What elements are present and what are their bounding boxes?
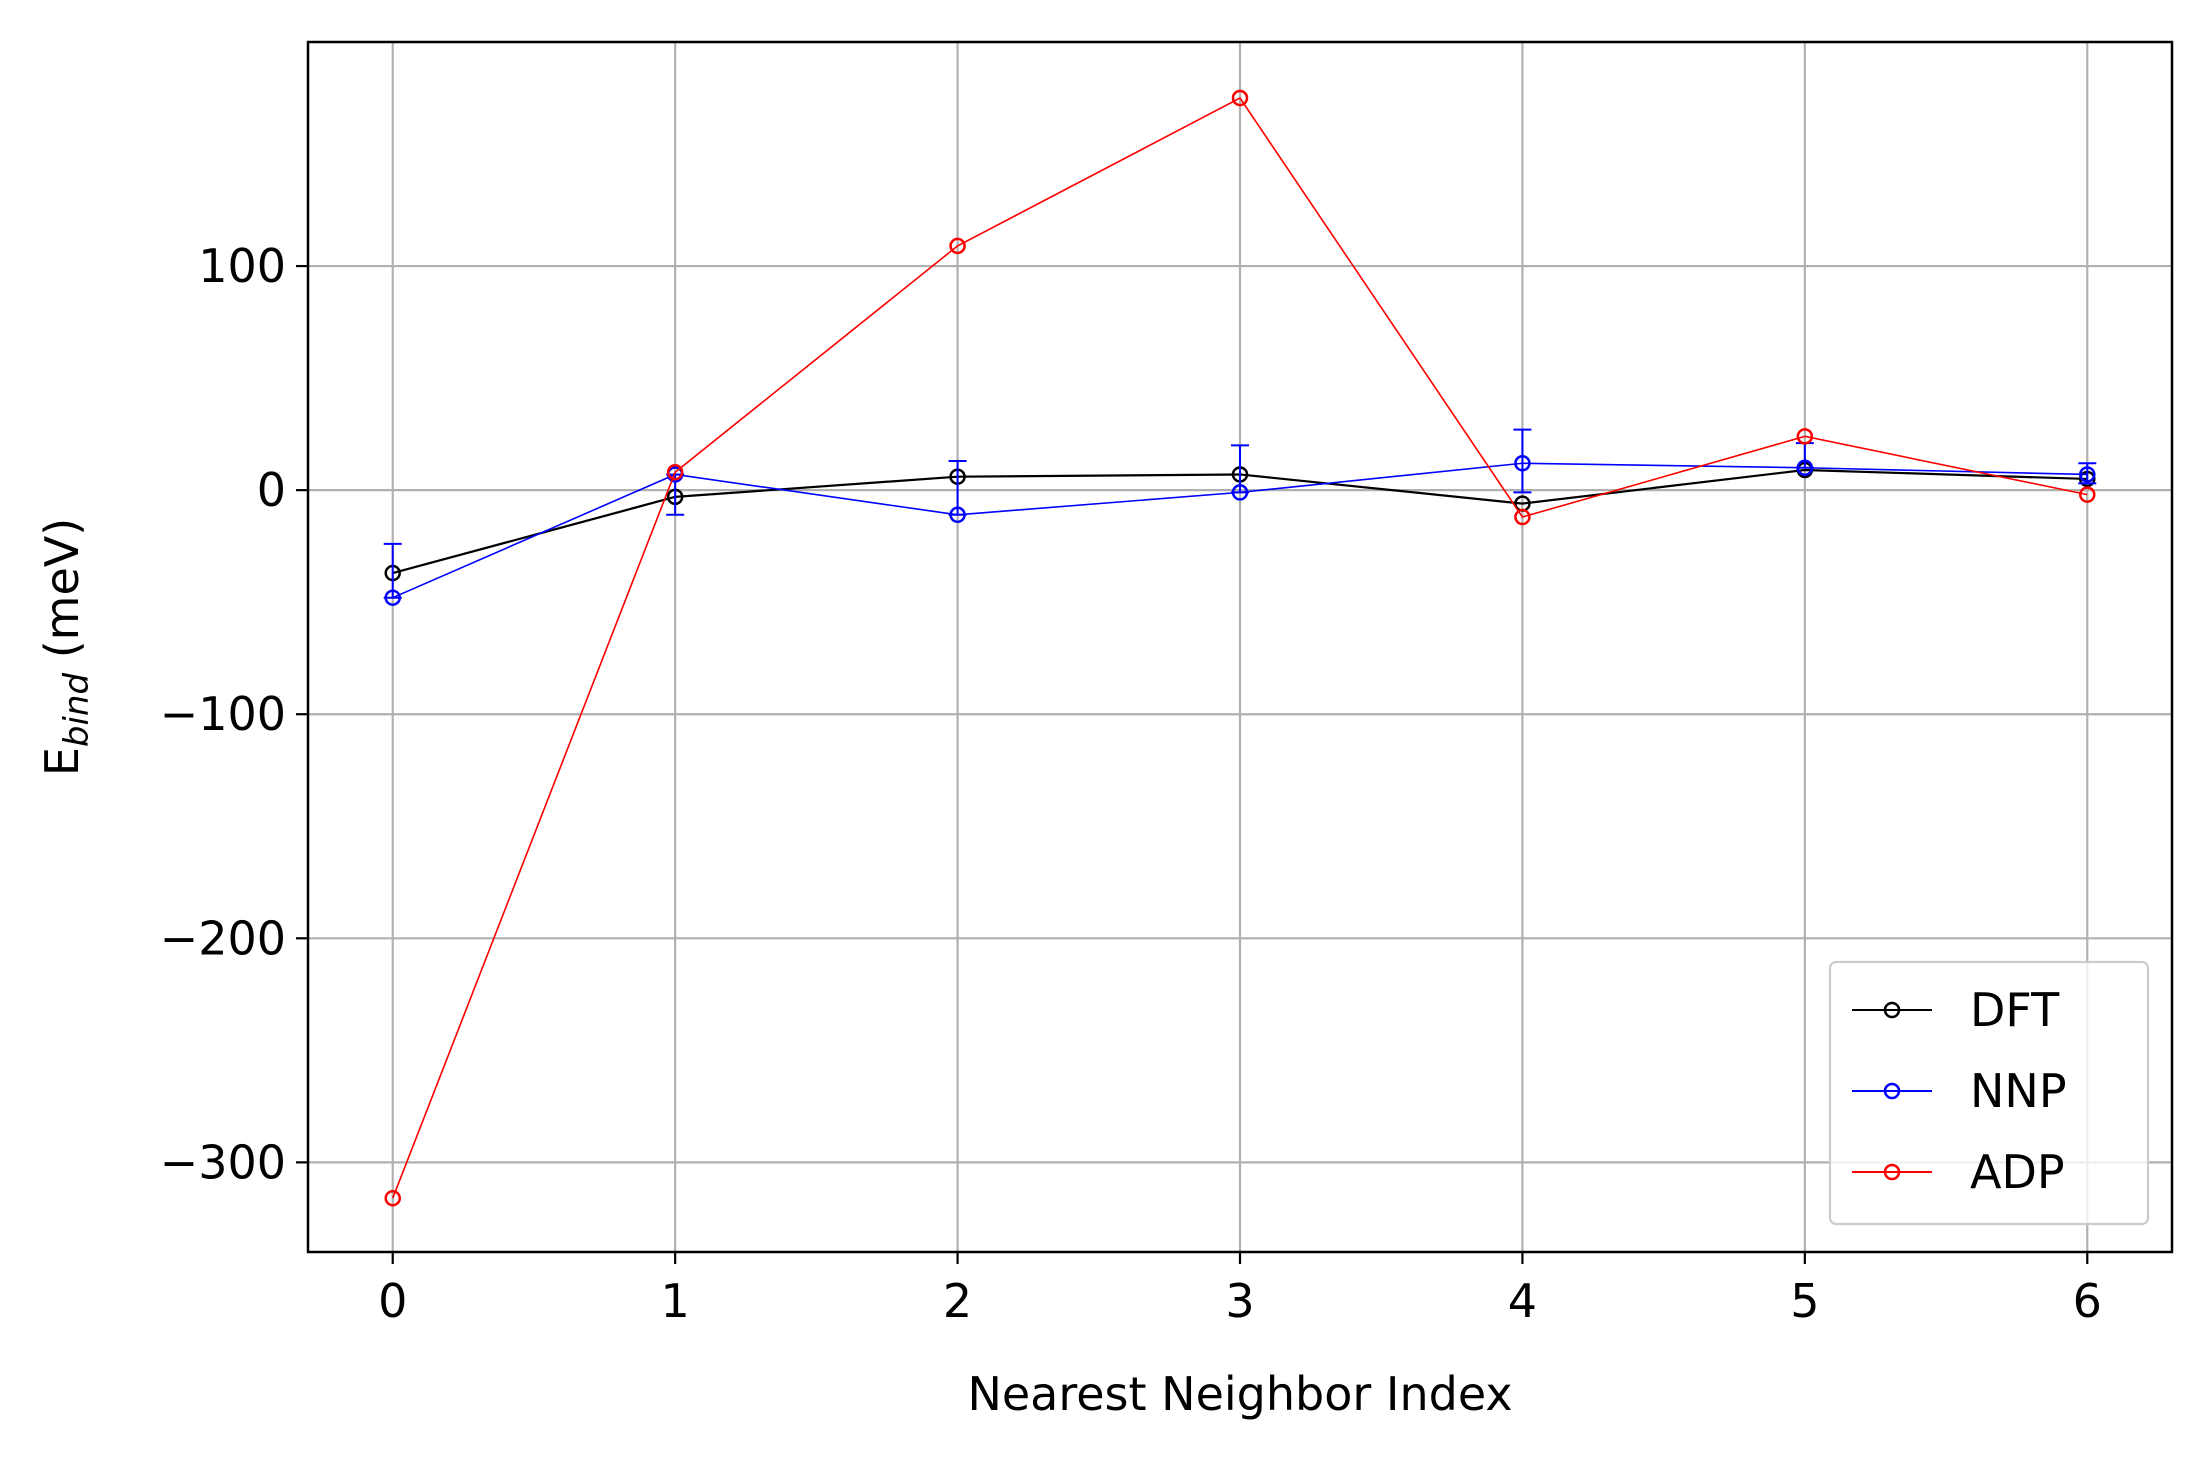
data-point <box>384 589 401 606</box>
x-tick-label: 6 <box>2073 1274 2102 1328</box>
y-tick-label: 0 <box>257 463 286 517</box>
data-point <box>666 463 684 481</box>
data-point <box>1231 484 1249 501</box>
y-tick-label: −200 <box>160 911 286 965</box>
y-axis-label-subscript: bind <box>57 673 97 748</box>
y-axis-label-unit: (meV) <box>35 518 89 673</box>
series-nnp <box>383 428 2097 606</box>
data-point <box>1514 455 1531 472</box>
series-layer <box>383 89 2097 1207</box>
x-tick-label: 5 <box>1790 1274 1819 1328</box>
data-point <box>1231 89 1249 107</box>
x-axis-label: Nearest Neighbor Index <box>967 1367 1512 1421</box>
series-adp <box>384 89 2096 1207</box>
x-tick-label: 2 <box>943 1274 972 1328</box>
legend: DFT NNP ADP <box>1828 960 2150 1226</box>
ticks: 0 1 2 3 4 5 6 −300 −200 −100 0 100 <box>160 239 2102 1328</box>
data-point <box>384 1189 401 1207</box>
legend-marker <box>1883 1082 1901 1100</box>
y-tick-label: −300 <box>160 1135 286 1189</box>
data-point <box>1796 459 1814 476</box>
legend-marker <box>1883 1001 1901 1019</box>
legend-box <box>1828 960 2150 1226</box>
data-point <box>1514 508 1531 526</box>
series-line <box>391 96 2088 1199</box>
y-tick-label: 100 <box>198 239 286 293</box>
data-point <box>1796 428 1814 445</box>
data-point <box>949 237 966 255</box>
data-point <box>949 506 966 524</box>
grid <box>308 42 2172 1252</box>
y-tick-label: −100 <box>160 687 286 741</box>
series-line <box>392 462 2088 599</box>
legend-item-dft: DFT <box>1852 983 2060 1037</box>
legend-item-adp: ADP <box>1852 1145 2065 1199</box>
data-point <box>2079 486 2096 503</box>
legend-label: NNP <box>1970 1064 2067 1118</box>
legend-item-nnp: NNP <box>1852 1064 2067 1118</box>
legend-label: ADP <box>1970 1145 2065 1199</box>
x-tick-label: 4 <box>1508 1274 1537 1328</box>
data-point <box>2079 466 2096 483</box>
y-axis-label: Ebind (meV) <box>35 518 97 776</box>
x-tick-label: 1 <box>661 1274 690 1328</box>
legend-marker <box>1883 1163 1901 1181</box>
x-tick-label: 3 <box>1225 1274 1254 1328</box>
legend-label: DFT <box>1970 983 2060 1037</box>
x-tick-label: 0 <box>378 1274 407 1328</box>
y-axis-label-main: E <box>35 747 89 776</box>
